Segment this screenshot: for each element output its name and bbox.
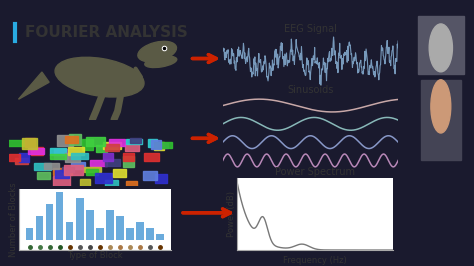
Ellipse shape <box>429 24 452 72</box>
FancyBboxPatch shape <box>86 169 98 175</box>
FancyBboxPatch shape <box>63 167 74 172</box>
FancyBboxPatch shape <box>54 149 68 159</box>
FancyBboxPatch shape <box>123 156 134 167</box>
Y-axis label: Number of Blocks: Number of Blocks <box>9 182 18 257</box>
FancyBboxPatch shape <box>95 173 111 183</box>
Bar <box>96 228 104 240</box>
Y-axis label: Power (dB): Power (dB) <box>227 191 236 237</box>
Bar <box>418 16 464 74</box>
FancyBboxPatch shape <box>152 143 168 148</box>
FancyBboxPatch shape <box>151 140 161 149</box>
FancyBboxPatch shape <box>147 139 157 147</box>
FancyBboxPatch shape <box>123 153 134 161</box>
Ellipse shape <box>145 56 177 68</box>
FancyBboxPatch shape <box>19 153 29 162</box>
Bar <box>146 228 154 240</box>
Polygon shape <box>18 72 49 99</box>
FancyBboxPatch shape <box>80 178 91 188</box>
FancyBboxPatch shape <box>54 168 72 175</box>
FancyBboxPatch shape <box>7 140 24 146</box>
Bar <box>66 222 73 240</box>
FancyBboxPatch shape <box>144 171 157 180</box>
Bar <box>26 228 33 240</box>
FancyBboxPatch shape <box>155 174 167 183</box>
FancyBboxPatch shape <box>103 152 113 161</box>
FancyBboxPatch shape <box>55 170 69 178</box>
Bar <box>76 198 83 240</box>
FancyBboxPatch shape <box>125 144 139 151</box>
FancyBboxPatch shape <box>109 139 125 146</box>
X-axis label: Type of Block: Type of Block <box>67 251 123 260</box>
FancyBboxPatch shape <box>31 147 43 155</box>
FancyBboxPatch shape <box>96 145 107 152</box>
FancyBboxPatch shape <box>71 153 88 159</box>
FancyBboxPatch shape <box>113 169 126 177</box>
FancyBboxPatch shape <box>44 163 59 168</box>
FancyBboxPatch shape <box>130 138 141 143</box>
Bar <box>106 210 114 240</box>
FancyBboxPatch shape <box>90 160 107 166</box>
FancyBboxPatch shape <box>82 139 93 150</box>
Bar <box>156 234 164 240</box>
Bar <box>56 192 64 240</box>
FancyBboxPatch shape <box>15 158 28 164</box>
FancyBboxPatch shape <box>53 176 70 187</box>
FancyBboxPatch shape <box>35 163 51 170</box>
Title: EEG Signal: EEG Signal <box>284 24 337 34</box>
FancyBboxPatch shape <box>86 137 105 146</box>
Title: Power Spectrum: Power Spectrum <box>275 167 355 177</box>
Bar <box>421 80 461 160</box>
FancyBboxPatch shape <box>57 135 73 146</box>
FancyBboxPatch shape <box>65 136 78 143</box>
FancyBboxPatch shape <box>71 162 85 169</box>
Bar <box>116 216 124 240</box>
FancyBboxPatch shape <box>22 138 37 149</box>
Bar <box>86 210 93 240</box>
X-axis label: Frequency (Hz): Frequency (Hz) <box>283 256 347 265</box>
FancyBboxPatch shape <box>154 142 172 148</box>
FancyBboxPatch shape <box>144 153 159 161</box>
Ellipse shape <box>55 57 144 97</box>
FancyBboxPatch shape <box>103 142 121 149</box>
FancyBboxPatch shape <box>105 144 119 151</box>
Bar <box>136 222 144 240</box>
FancyBboxPatch shape <box>68 147 83 156</box>
FancyBboxPatch shape <box>70 134 81 145</box>
Ellipse shape <box>138 41 176 62</box>
FancyBboxPatch shape <box>36 172 50 179</box>
Text: FOURIER ANALYSIS: FOURIER ANALYSIS <box>25 25 188 40</box>
FancyBboxPatch shape <box>105 180 118 187</box>
Ellipse shape <box>431 80 451 133</box>
FancyBboxPatch shape <box>64 165 83 176</box>
Bar <box>36 216 44 240</box>
Bar <box>46 204 54 240</box>
FancyBboxPatch shape <box>126 139 142 144</box>
FancyBboxPatch shape <box>65 153 81 162</box>
FancyBboxPatch shape <box>28 148 44 154</box>
FancyBboxPatch shape <box>84 167 100 172</box>
Bar <box>126 228 134 240</box>
FancyBboxPatch shape <box>155 142 164 150</box>
FancyBboxPatch shape <box>50 148 66 155</box>
FancyBboxPatch shape <box>126 181 137 187</box>
FancyBboxPatch shape <box>25 138 36 147</box>
FancyBboxPatch shape <box>50 154 66 159</box>
FancyBboxPatch shape <box>105 159 119 166</box>
FancyBboxPatch shape <box>9 154 20 161</box>
Title: Sinusoids: Sinusoids <box>287 85 334 95</box>
